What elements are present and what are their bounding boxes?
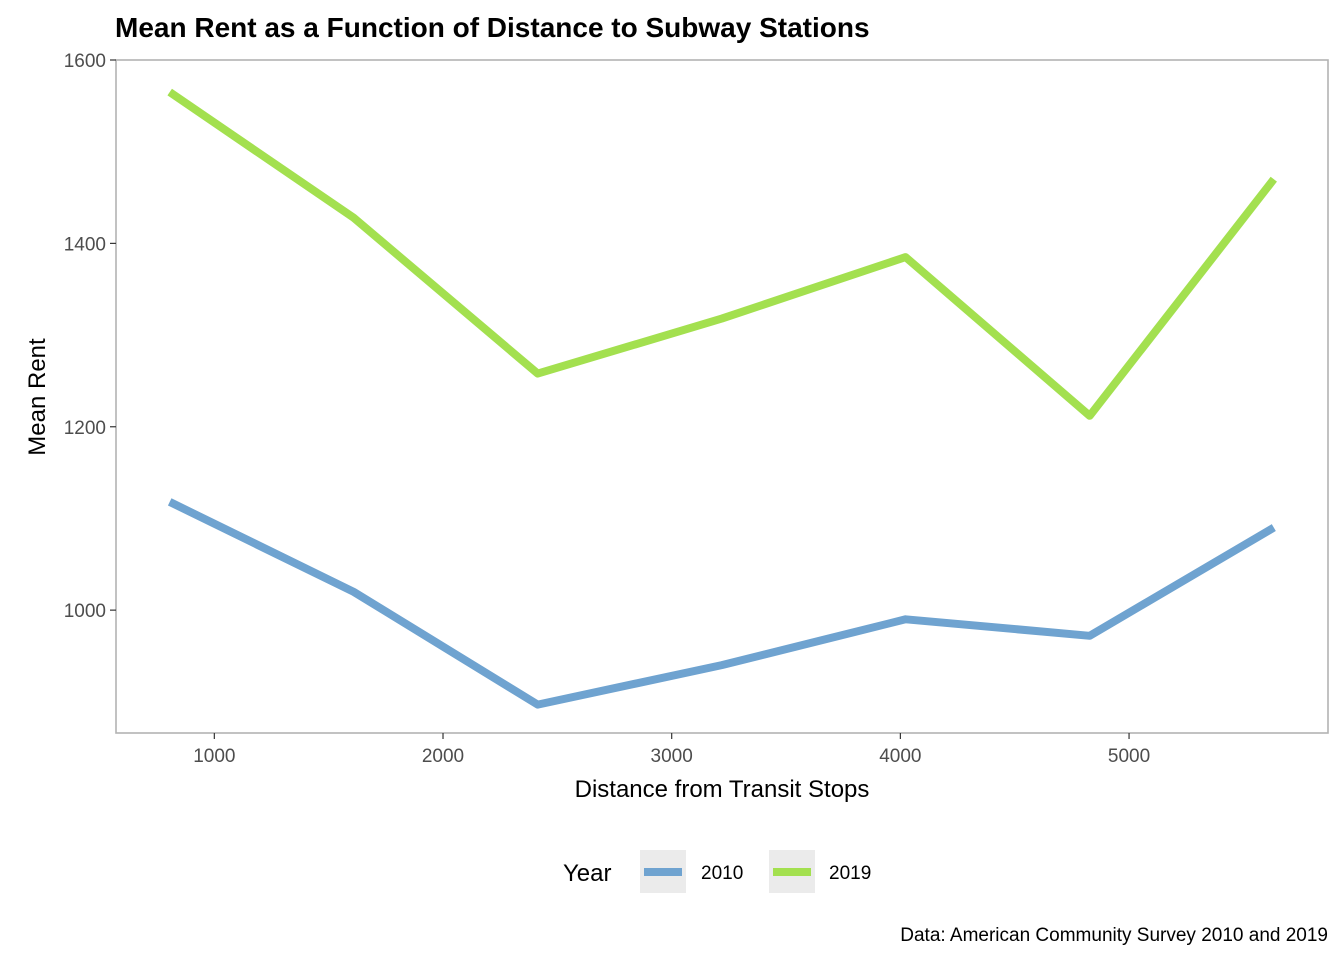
chart-caption: Data: American Community Survey 2010 and… xyxy=(900,925,1328,946)
y-tick-label-1200: 1200 xyxy=(64,418,106,439)
y-tick-label-1000: 1000 xyxy=(64,601,106,622)
x-axis: 1000 2000 3000 4000 5000 xyxy=(193,733,1150,767)
x-tick-label-3000: 3000 xyxy=(651,746,693,767)
legend-title: Year xyxy=(563,860,612,887)
x-axis-title: Distance from Transit Stops xyxy=(575,776,870,803)
y-axis-title: Mean Rent xyxy=(24,338,51,456)
legend: Year 2010 2019 xyxy=(563,850,871,893)
x-tick-label-5000: 5000 xyxy=(1108,746,1150,767)
x-tick-label-4000: 4000 xyxy=(879,746,921,767)
plot-panel xyxy=(116,60,1328,733)
x-tick-label-2000: 2000 xyxy=(422,746,464,767)
chart-title: Mean Rent as a Function of Distance to S… xyxy=(115,12,870,43)
y-tick-label-1600: 1600 xyxy=(64,51,106,72)
legend-label-2010: 2010 xyxy=(701,863,743,884)
legend-label-2019: 2019 xyxy=(829,863,871,884)
y-tick-label-1400: 1400 xyxy=(64,234,106,255)
x-tick-label-1000: 1000 xyxy=(193,746,235,767)
y-axis: 1000 1200 1400 1600 xyxy=(64,51,116,622)
